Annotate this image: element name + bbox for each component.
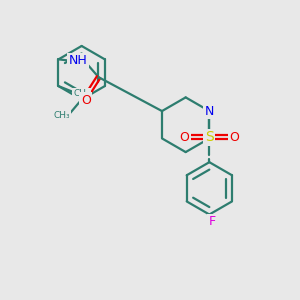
- Text: N: N: [205, 105, 214, 118]
- Text: S: S: [205, 130, 214, 144]
- Text: O: O: [179, 131, 189, 144]
- Text: CH₃: CH₃: [53, 111, 70, 120]
- Text: O: O: [230, 131, 239, 144]
- Text: CH₃: CH₃: [73, 89, 90, 98]
- Text: NH: NH: [68, 54, 87, 67]
- Text: F: F: [209, 215, 216, 228]
- Text: O: O: [81, 94, 91, 106]
